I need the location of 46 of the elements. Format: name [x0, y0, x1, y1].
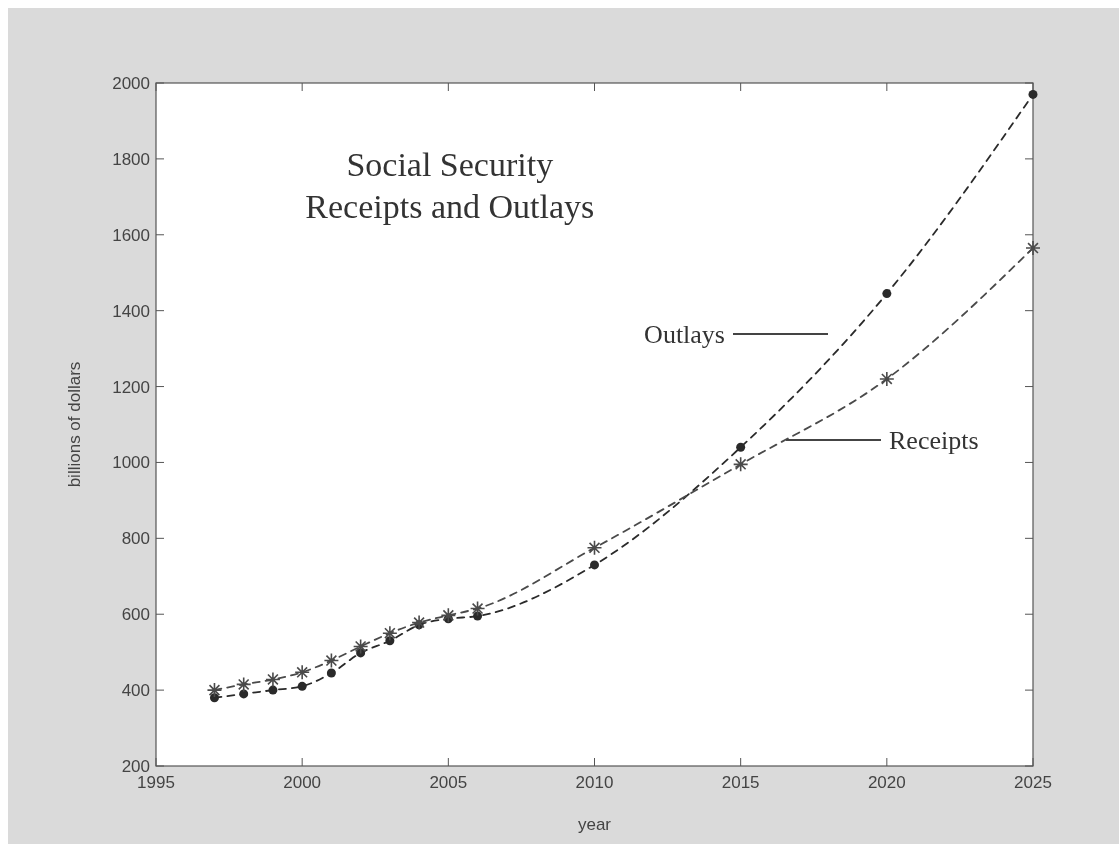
y-tick-label: 400 [121, 681, 150, 701]
x-tick-label: 2000 [283, 773, 322, 792]
x-tick-label: 2010 [575, 773, 614, 792]
point [1028, 89, 1038, 99]
y-tick-label: 600 [121, 605, 150, 625]
annotation: Outlays [644, 320, 725, 349]
y-tick-label: 1200 [112, 377, 150, 397]
y-tick-label: 800 [121, 529, 150, 549]
x-tick-label: 2025 [1014, 773, 1052, 792]
y-tick-label: 1800 [112, 149, 150, 169]
point [1025, 240, 1041, 256]
point [882, 289, 892, 299]
point [239, 689, 249, 699]
x-tick-label: 2015 [721, 773, 760, 792]
point [235, 676, 252, 693]
point [879, 371, 895, 387]
y-tick-label: 1600 [112, 225, 150, 245]
point [590, 560, 599, 570]
point [209, 693, 219, 703]
point [297, 681, 307, 691]
point [265, 671, 281, 688]
y-tick-label: 2000 [112, 74, 150, 93]
y-tick-label: 1400 [112, 301, 150, 321]
point [440, 607, 457, 624]
x-tick-label: 2005 [429, 773, 468, 792]
point [323, 652, 340, 669]
point [586, 540, 603, 556]
point [411, 614, 427, 631]
x-tick-label: 1995 [137, 773, 175, 792]
point [352, 638, 369, 655]
point [732, 456, 749, 473]
point [326, 668, 336, 678]
annotation: Receipts [889, 426, 979, 455]
y-tick-label: 200 [121, 757, 150, 776]
point [294, 664, 310, 681]
point [473, 611, 483, 621]
point [382, 625, 398, 641]
point [736, 442, 746, 452]
x-tick-label: 2020 [867, 773, 906, 792]
point [206, 682, 223, 698]
x-axis-title: year [577, 815, 612, 834]
text: Social Security Receipts and Outlays [305, 146, 595, 225]
y-axis-title: billions of dollars [65, 361, 84, 488]
y-tick-label: 1000 [112, 453, 150, 473]
point [469, 600, 486, 617]
point [268, 685, 278, 695]
